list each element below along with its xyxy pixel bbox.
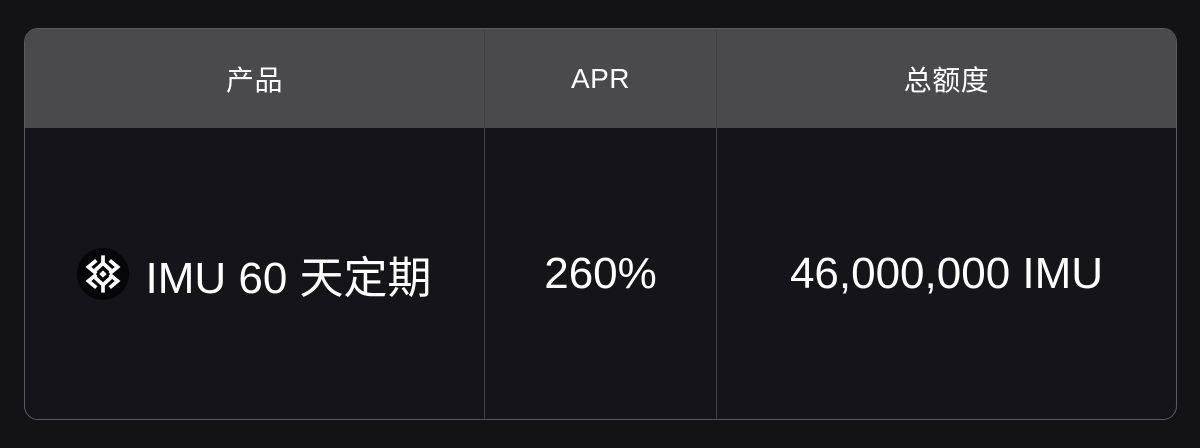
column-header-total-quota-label: 总额度 [903,64,990,96]
apr-value: 260% [544,248,657,298]
product-cell[interactable]: IMU 60 天定期 [25,128,484,419]
total-quota-cell[interactable]: 46,000,000 IMU [716,128,1176,419]
imu-token-icon [77,247,130,300]
total-quota-value: 46,000,000 IMU [789,248,1104,298]
column-header-product-label: 产品 [225,64,283,96]
column-header-total-quota: 总额度 [716,29,1176,128]
product-name: IMU 60 天定期 [145,253,432,303]
earn-products-table: 产品 APR 总额度 IMU 60 天定期 260% 46,000,000 [24,28,1177,420]
column-header-apr: APR [484,29,716,128]
column-header-apr-label: APR [570,62,631,94]
column-header-product: 产品 [25,29,484,128]
apr-cell[interactable]: 260% [484,128,716,419]
